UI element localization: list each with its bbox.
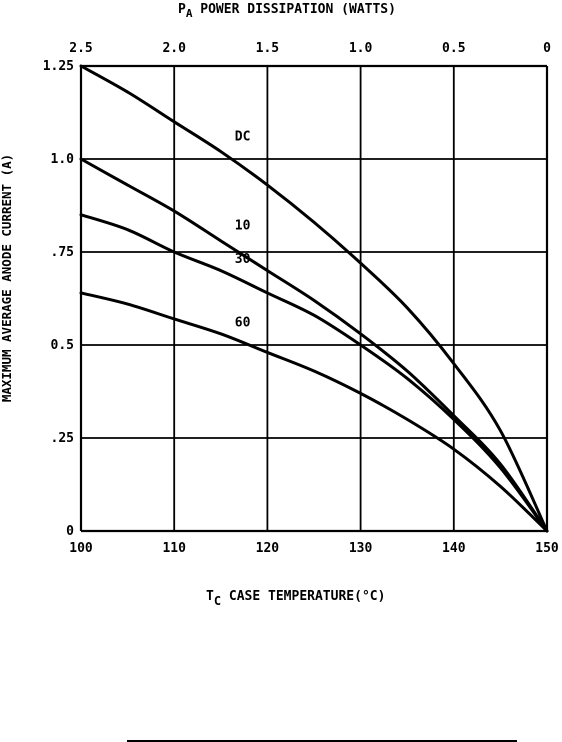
series-label-10: 10 xyxy=(235,219,251,234)
top-tick-label: 1.5 xyxy=(256,41,279,56)
series-line-DC xyxy=(79,64,549,533)
top-axis-title: PA POWER DISSIPATION (WATTS) xyxy=(178,2,396,20)
series-label-DC: DC xyxy=(235,129,251,144)
top-tick-labels: 2.5 2.0 1.5 1.0 0.5 0 xyxy=(69,41,551,56)
top-tick-label: 0 xyxy=(543,41,551,56)
grid xyxy=(79,64,549,533)
x-tick-label: 120 xyxy=(256,541,280,556)
series-label-30: 30 xyxy=(235,252,251,267)
y-tick-label: 0.5 xyxy=(51,338,74,353)
x-tick-label: 150 xyxy=(535,541,559,556)
x-axis-title: TC CASE TEMPERATURE(°C) xyxy=(206,589,385,608)
series-line-30 xyxy=(79,213,549,533)
top-tick-label: 2.5 xyxy=(69,41,92,56)
series-line-10 xyxy=(79,157,549,533)
x-tick-label: 110 xyxy=(162,541,186,556)
y-tick-label: 1.0 xyxy=(51,152,75,167)
x-axis-title-main: T xyxy=(206,589,214,604)
x-tick-label: 140 xyxy=(442,541,466,556)
series-label-60: 60 xyxy=(235,315,251,330)
x-axis-title-sub: C xyxy=(214,594,221,608)
x-tick-label: 100 xyxy=(69,541,93,556)
top-tick-label: 1.0 xyxy=(349,41,373,56)
top-tick-label: 2.0 xyxy=(162,41,186,56)
top-tick-label: 0.5 xyxy=(442,41,465,56)
x-axis-title-rest: CASE TEMPERATURE(°C) xyxy=(221,589,385,604)
y-tick-label: 0 xyxy=(66,524,74,539)
top-axis-title-rest: POWER DISSIPATION (WATTS) xyxy=(192,2,396,17)
series-line-60 xyxy=(79,291,549,533)
y-axis-title: MAXIMUM AVERAGE ANODE CURRENT (A) xyxy=(0,154,14,402)
y-tick-label: .25 xyxy=(51,431,74,446)
x-tick-label: 130 xyxy=(349,541,373,556)
y-tick-label: 1.25 xyxy=(43,59,74,74)
series-labels: DC 10 30 60 xyxy=(235,129,251,330)
y-tick-label: .75 xyxy=(51,245,74,260)
top-axis-title-sub: A xyxy=(186,7,193,20)
x-tick-labels: 100 110 120 130 140 150 xyxy=(69,541,559,556)
top-axis-title-main: P xyxy=(178,2,186,17)
curves xyxy=(79,64,549,533)
y-tick-labels: 0 .25 0.5 .75 1.0 1.25 xyxy=(43,59,74,539)
